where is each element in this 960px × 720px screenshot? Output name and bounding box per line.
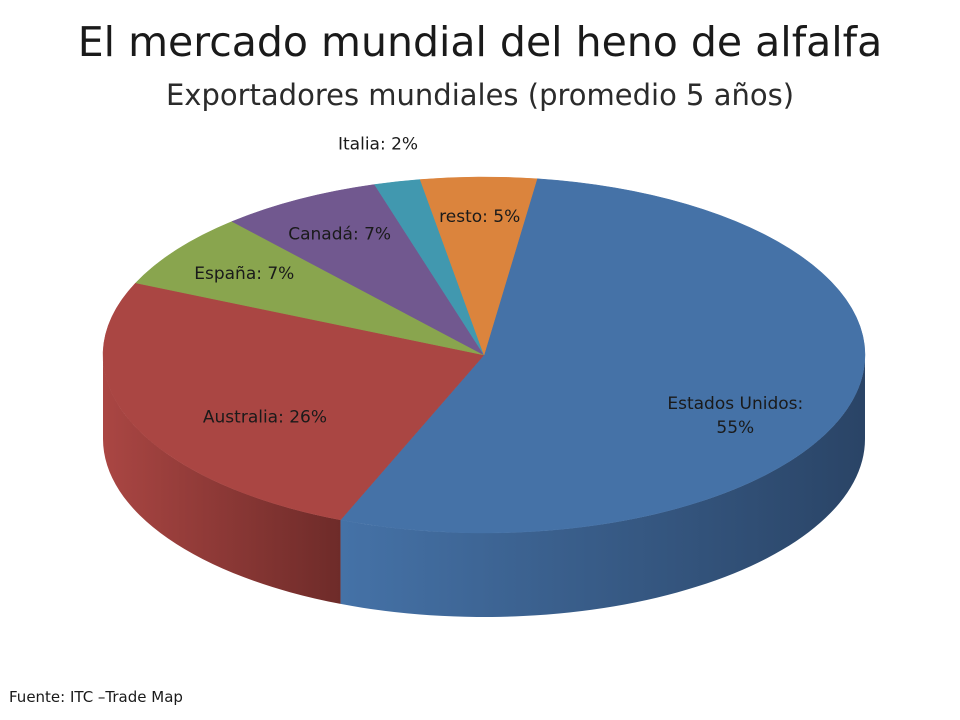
slice-label-italia: Italia: 2% bbox=[338, 135, 418, 155]
pie-top bbox=[102, 176, 866, 534]
pie-slice-canadá bbox=[231, 184, 485, 356]
pie-side-australia bbox=[102, 355, 341, 604]
pie-slice-resto bbox=[419, 176, 538, 356]
pie-sides bbox=[102, 355, 866, 618]
pie-slice-estados-unidos bbox=[340, 178, 866, 534]
slice-label-estados-unidos: Estados Unidos: 55% bbox=[667, 394, 803, 438]
source-note: Fuente: ITC –Trade Map bbox=[9, 688, 183, 706]
slice-label-resto: resto: 5% bbox=[439, 207, 520, 227]
slice-label-canadá: Canadá: 7% bbox=[288, 225, 391, 245]
slice-label-españa: España: 7% bbox=[194, 264, 294, 284]
chart-subtitle: Exportadores mundiales (promedio 5 años) bbox=[165, 78, 795, 112]
pie-side-estados-unidos bbox=[340, 355, 866, 618]
pie-slice-españa bbox=[135, 221, 485, 356]
pie-slice-australia bbox=[102, 282, 485, 521]
chart-title: El mercado mundial del heno de alfalfa bbox=[77, 18, 883, 66]
pie-labels: Estados Unidos: 55% Australia: 26% España: … bbox=[194, 135, 803, 438]
slice-label-australia: Australia: 26% bbox=[203, 407, 327, 427]
